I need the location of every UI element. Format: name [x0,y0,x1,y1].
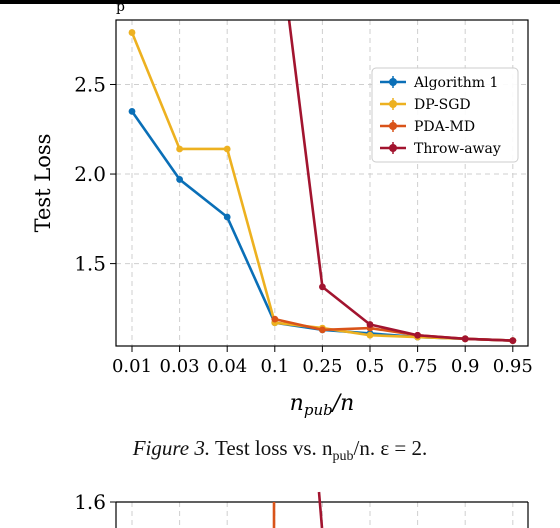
legend-marker-algorithm-1 [389,78,397,86]
x-tick-label: 0.01 [112,356,152,377]
x-tick-label: 0.75 [398,356,438,377]
y-tick-label: 2.0 [74,162,106,186]
y-tick-label: 1.5 [74,252,106,276]
legend-marker-throw-away [389,144,397,152]
caption-label: Figure 3. [132,436,211,460]
x-tick-label: 0.1 [260,356,289,377]
data-point-dp-sgd [366,331,374,339]
x-tick-label: 0.04 [207,356,247,377]
figure-caption: Figure 3. Test loss vs. npub/n. ε = 2. [0,436,560,465]
cut-off-text: p [116,0,125,15]
legend-label-dp-sgd: DP-SGD [414,97,471,113]
x-tick-label: 0.95 [493,356,533,377]
caption-text: Test loss vs. n [210,436,333,460]
data-point-algorithm-1 [128,107,136,115]
data-point-throw-away [366,321,374,328]
data-point-dp-sgd [176,145,184,153]
data-point-dp-sgd [223,145,231,153]
x-tick-label: 0.5 [356,356,385,377]
y-tick-label: 2.5 [74,72,106,96]
data-point-throw-away [414,331,421,339]
series-group [128,20,517,345]
legend-label-pda-md: PDA-MD [414,119,475,135]
data-point-pda-md [319,326,326,334]
y-tick-label: 1.6 [74,490,106,514]
data-point-throw-away [461,335,469,343]
caption-tail: /n. ε = 2. [353,436,428,460]
x-tick-label: 0.9 [451,356,480,377]
top-rule [0,0,560,4]
legend-label-throw-away: Throw-away [414,141,501,157]
series-line-throw-away [287,20,513,342]
data-point-pda-md [271,315,279,323]
legend-marker-dp-sgd [389,100,397,108]
data-point-throw-away [509,337,517,345]
data-point-throw-away [319,283,326,291]
data-point-algorithm-1 [223,213,231,221]
y-axis-label: Test Loss [31,134,55,233]
legend-box [371,67,519,163]
data-point-dp-sgd [128,29,136,36]
x-tick-label: 0.25 [302,356,342,377]
series-line-throw-away [317,491,324,528]
data-point-algorithm-1 [176,176,184,183]
legend-label-algorithm-1: Algorithm 1 [413,75,498,91]
legend-marker-pda-md [389,122,397,130]
second-chart-partial: 1.6 [74,490,529,528]
x-tick-label: 0.03 [160,356,200,377]
test-loss-chart: 0.01 0.03 0.04 0.1 0.25 0.5 0.75 0.9 0.95 1.5 2.0 2… [31,19,533,419]
x-axis-label: npub/n [290,391,355,419]
caption-sub: pub [332,449,354,465]
